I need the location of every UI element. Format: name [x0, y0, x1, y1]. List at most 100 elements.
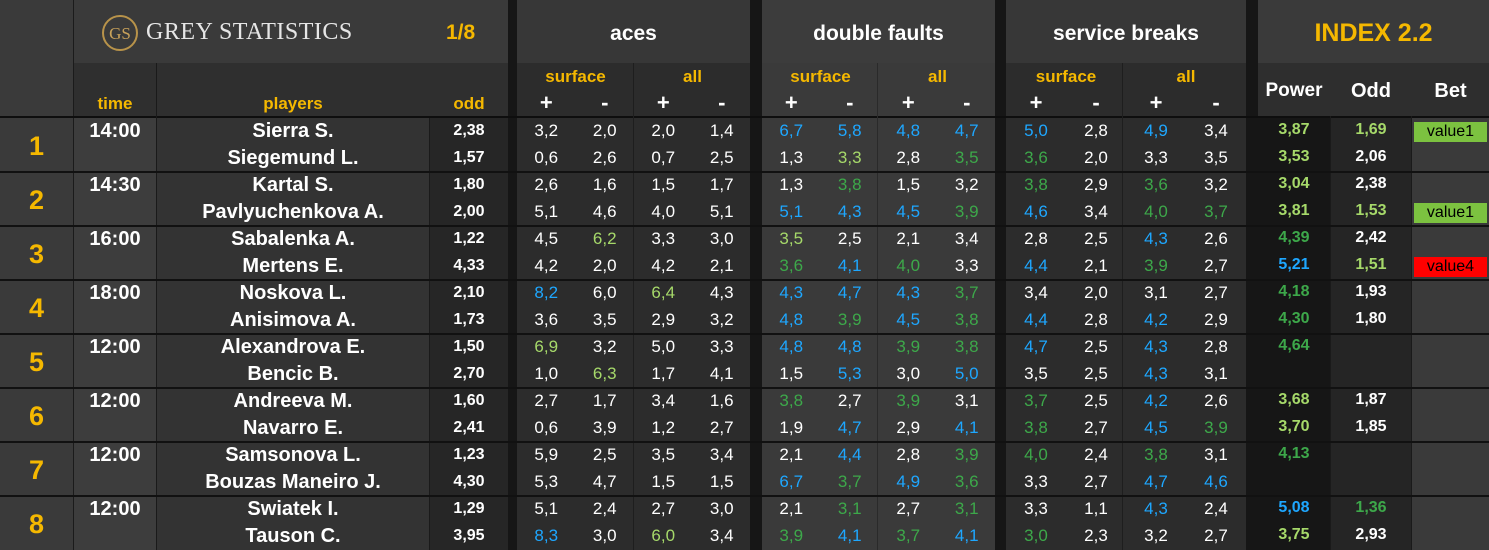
- group-double-faults: double faults: [813, 22, 944, 45]
- stat-cell: 2,7: [1204, 526, 1228, 545]
- stat-cell: 4,4: [1024, 256, 1048, 275]
- minus-sign: -: [718, 90, 726, 115]
- stat-cell: 5,1: [534, 202, 559, 221]
- subheader-all: all: [928, 67, 947, 86]
- stat-cell: 4,5: [1144, 418, 1168, 437]
- stat-cell: 2,7: [651, 499, 676, 518]
- stat-cell: 3,8: [954, 310, 979, 329]
- stat-cell: 4,8: [779, 310, 804, 329]
- stat-cell: 3,5: [651, 445, 676, 464]
- stat-cell: 3,3: [709, 337, 734, 356]
- stat-cell: 3,2: [592, 337, 617, 356]
- stat-cell: 3,3: [651, 229, 676, 248]
- stat-cell: 4,7: [837, 418, 862, 437]
- stat-cell: 4,7: [1144, 472, 1168, 491]
- match-separator: [0, 171, 1489, 173]
- stat-cell: 2,0: [592, 256, 617, 275]
- plus-sign: +: [656, 90, 670, 115]
- plus-sign: +: [1029, 90, 1043, 115]
- stat-cell: 1,7: [592, 391, 617, 410]
- stat-cell: 2,5: [1084, 337, 1108, 356]
- stat-cell: 4,8: [837, 337, 862, 356]
- match-separator: [0, 495, 1489, 497]
- stat-cell: 3,9: [1144, 256, 1168, 275]
- col-bet: Bet: [1434, 80, 1467, 102]
- power-value: 4,18: [1278, 283, 1310, 300]
- stat-cell: 6,7: [779, 121, 804, 140]
- stat-cell: 3,8: [954, 337, 979, 356]
- stat-cell: 3,1: [1144, 283, 1168, 302]
- divider-sb-mid: [1122, 63, 1123, 550]
- match-separator: [0, 441, 1489, 443]
- stat-cell: 4,1: [837, 256, 862, 275]
- stat-cell: 2,8: [896, 148, 921, 167]
- stat-cell: 1,5: [651, 175, 676, 194]
- stat-cell: 3,4: [709, 526, 734, 545]
- match-separator: [0, 333, 1489, 335]
- stat-cell: 5,0: [1024, 121, 1048, 140]
- stat-cell: 6,2: [592, 229, 617, 248]
- stat-cell: 4,4: [1024, 310, 1048, 329]
- power-value: 3,04: [1278, 175, 1310, 192]
- stat-cell: 5,1: [779, 202, 804, 221]
- stat-cell: 5,0: [954, 364, 979, 383]
- stat-cell: 4,2: [534, 256, 559, 275]
- stat-cell: 3,2: [954, 175, 979, 194]
- player-odd: 1,73: [453, 311, 485, 328]
- player-name: Mertens E.: [242, 255, 344, 277]
- subheader-all: all: [683, 67, 702, 86]
- stat-cell: 2,1: [779, 499, 804, 518]
- aces-title-band: [517, 0, 750, 63]
- match-time: 14:30: [89, 174, 141, 196]
- stat-cell: 4,3: [1144, 337, 1168, 356]
- stat-cell: 2,7: [1084, 418, 1108, 437]
- stat-cell: 3,5: [954, 148, 979, 167]
- stat-cell: 1,5: [779, 364, 804, 383]
- stat-cell: 3,4: [954, 229, 979, 248]
- stat-cell: 3,9: [1204, 418, 1228, 437]
- stat-cell: 2,5: [592, 445, 617, 464]
- player-name: Swiatek I.: [247, 498, 339, 520]
- stat-cell: 4,3: [1144, 229, 1168, 248]
- stat-cell: 1,5: [651, 472, 676, 491]
- stat-cell: 3,5: [592, 310, 617, 329]
- stat-cell: 3,4: [1204, 121, 1228, 140]
- stat-cell: 1,4: [709, 121, 734, 140]
- stat-cell: 2,4: [592, 499, 617, 518]
- stat-cell: 2,8: [896, 445, 921, 464]
- bet-badge: value1: [1414, 203, 1487, 223]
- group-service-breaks: service breaks: [1053, 22, 1199, 45]
- odd2-value: 1,80: [1355, 310, 1387, 327]
- stat-cell: 4,9: [1144, 121, 1168, 140]
- minus-sign: -: [963, 90, 971, 115]
- stat-cell: 2,7: [1204, 283, 1228, 302]
- stat-cell: 3,6: [1144, 175, 1168, 194]
- stat-cell: 2,0: [651, 121, 676, 140]
- match-time: 12:00: [89, 444, 141, 466]
- player-name: Sabalenka A.: [231, 228, 355, 250]
- stat-cell: 6,3: [592, 364, 617, 383]
- player-name: Andreeva M.: [233, 390, 353, 412]
- stat-cell: 3,9: [954, 445, 979, 464]
- stat-cell: 5,3: [534, 472, 559, 491]
- stat-cell: 2,5: [1084, 229, 1108, 248]
- stat-cell: 2,7: [534, 391, 559, 410]
- stat-cell: 3,1: [837, 499, 862, 518]
- stat-cell: 4,3: [1144, 364, 1168, 383]
- stat-cell: 3,9: [592, 418, 617, 437]
- stat-cell: 4,1: [837, 526, 862, 545]
- stat-cell: 1,7: [651, 364, 676, 383]
- stat-cell: 3,6: [954, 472, 979, 491]
- odd2-value: 2,06: [1355, 148, 1387, 165]
- minus-sign: -: [1212, 90, 1220, 115]
- stat-cell: 4,5: [896, 202, 921, 221]
- player-odd: 1,29: [453, 500, 485, 517]
- match-number: 8: [28, 509, 45, 539]
- player-name: Sierra S.: [252, 120, 334, 142]
- match-separator: [0, 387, 1489, 389]
- odd2-value: 1,36: [1355, 499, 1387, 516]
- stat-cell: 8,2: [534, 283, 559, 302]
- stat-cell: 2,1: [709, 256, 734, 275]
- stat-cell: 3,0: [592, 526, 617, 545]
